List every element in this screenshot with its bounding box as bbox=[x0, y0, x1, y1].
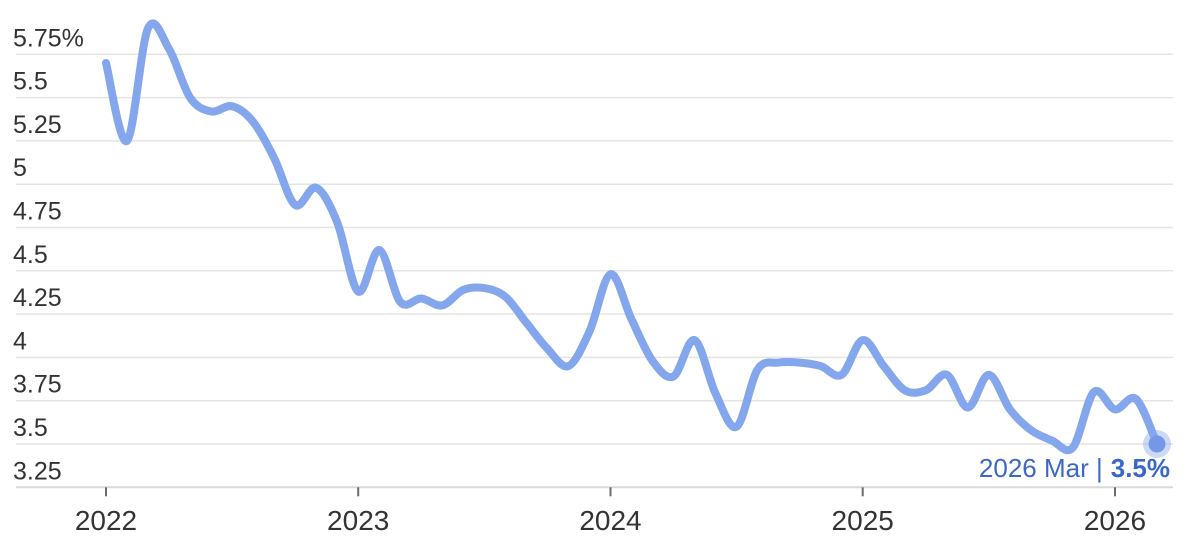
y-tick-label: 5 bbox=[13, 154, 27, 182]
x-tick-label: 2023 bbox=[327, 505, 389, 536]
y-tick-label: 5.75% bbox=[13, 24, 84, 52]
chart-layers: 5.75% 5.5 5.25 5 4.75 4.5 4.25 4 3.75 3.5 3.25 2022… bbox=[13, 19, 1173, 536]
x-tick-label: 2022 bbox=[75, 505, 137, 536]
x-tick-label: 2025 bbox=[832, 505, 894, 536]
current-value-date: 2026 Mar | bbox=[979, 453, 1103, 483]
y-tick-label: 3.75 bbox=[13, 371, 62, 399]
current-value-label: 2026 Mar | 3.5% bbox=[979, 453, 1170, 483]
x-tick-label: 2026 bbox=[1084, 505, 1146, 536]
current-value-number: 3.5% bbox=[1111, 453, 1170, 483]
y-tick-label: 4.75 bbox=[13, 198, 62, 226]
y-tick-label: 4 bbox=[13, 327, 27, 355]
x-tick-label: 2024 bbox=[579, 505, 641, 536]
y-tick-label: 3.25 bbox=[13, 457, 62, 485]
y-tick-label: 5.25 bbox=[13, 111, 62, 139]
y-tick-label: 3.5 bbox=[13, 414, 48, 442]
rate-line[interactable] bbox=[102, 19, 1161, 455]
endpoint-dot[interactable] bbox=[1148, 435, 1166, 453]
y-tick-label: 4.25 bbox=[13, 284, 62, 312]
y-tick-label: 4.5 bbox=[13, 241, 48, 269]
y-tick-label: 5.5 bbox=[13, 68, 48, 96]
